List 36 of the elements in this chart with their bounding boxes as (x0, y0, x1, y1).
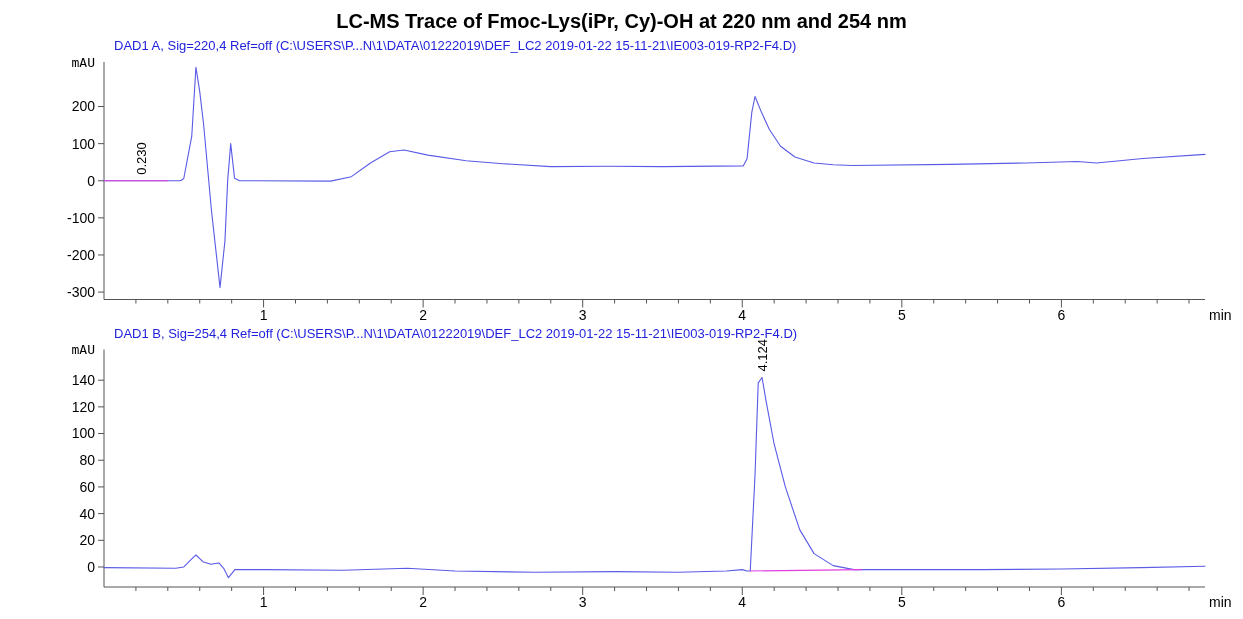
x-tick-label: 2 (419, 594, 428, 610)
y-tick-label: 80 (79, 452, 96, 469)
y-tick-label: 0 (87, 558, 96, 575)
x-axis-title: min (1209, 594, 1232, 610)
y-tick-label: 140 (71, 372, 96, 389)
y-tick-label: 0 (87, 172, 96, 189)
y-axis-title: mAU (71, 54, 95, 70)
x-tick-label: 1 (259, 306, 268, 323)
chart-title: LC-MS Trace of Fmoc-Lys(iPr, Cy)-OH at 220 nm and 254 nm (336, 10, 907, 32)
y-tick-label: 40 (79, 505, 96, 522)
y-tick-label: -100 (66, 209, 96, 226)
line-series (103, 376, 1206, 579)
annotation: 0.230 (133, 142, 149, 175)
x-tick-label: 6 (1057, 306, 1066, 323)
x-tick-label: 5 (897, 594, 906, 610)
x-tick-label: 1 (259, 594, 268, 610)
x-tick-label: 3 (578, 594, 587, 610)
x-tick-label: 4 (738, 594, 747, 610)
x-tick-label: 6 (1057, 594, 1066, 610)
x-tick-label: 4 (738, 306, 747, 323)
x-tick-label: 3 (578, 306, 587, 323)
y-tick-label: 100 (71, 135, 96, 152)
y-tick-label: 120 (71, 398, 96, 415)
chart-subtitle: DAD1 B, Sig=254,4 Ref=off (C:\USERS\P...N\1\DATA\01222019\DEF_LC2 2019-01-22 15-11-21\IE003-019-RP2-F4.D) (114, 325, 798, 341)
chart-subtitle: DAD1 A, Sig=220,4 Ref=off (C:\USERS\P...N\1\DATA\01222019\DEF_LC2 2019-01-22 15-11-21\IE003-019-RP2-F4.D) (114, 38, 797, 53)
y-tick-label: -300 (66, 283, 96, 300)
y-tick-label: -200 (66, 246, 96, 263)
x-tick-label: 2 (419, 306, 428, 323)
y-axis-title: mAU (71, 342, 95, 358)
x-tick-label: 5 (897, 306, 906, 323)
y-tick-label: 20 (79, 532, 96, 549)
annotation: 4.124 (755, 338, 771, 372)
y-tick-label: 200 (71, 98, 96, 115)
y-tick-label: 60 (79, 478, 96, 495)
x-axis-title: min (1209, 306, 1232, 323)
y-tick-label: 100 (71, 425, 96, 442)
